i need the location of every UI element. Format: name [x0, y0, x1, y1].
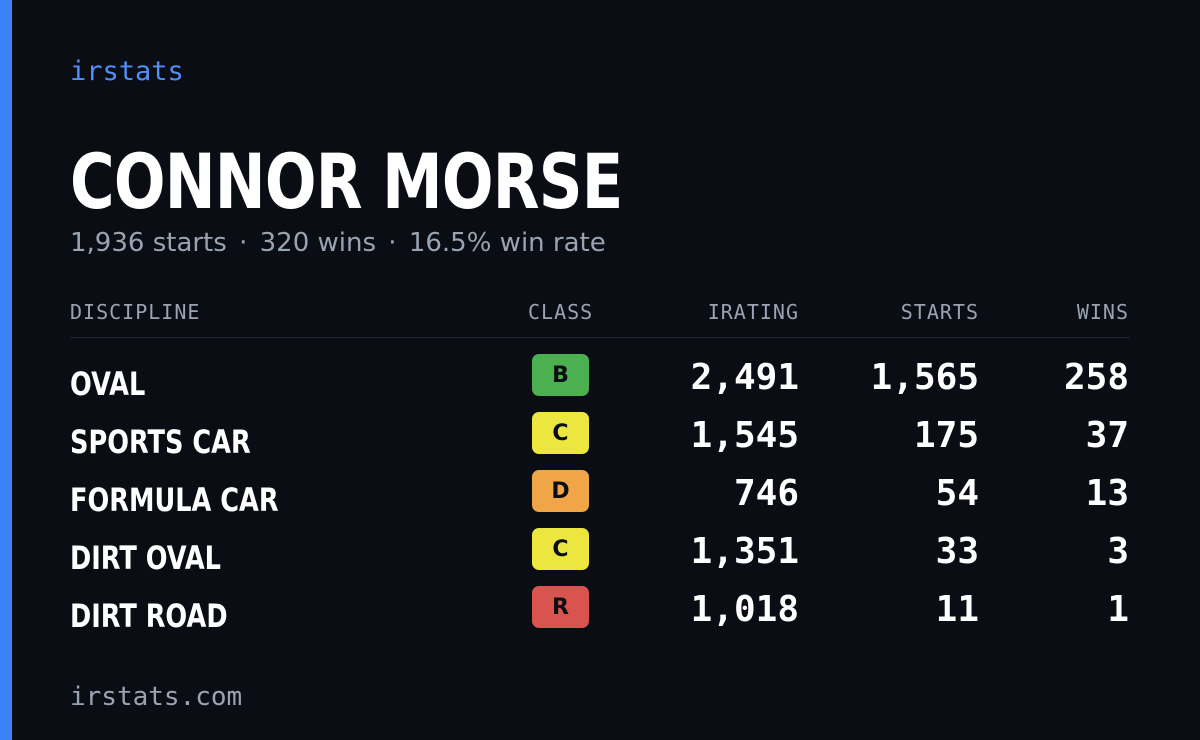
header-irating: IRATING [707, 300, 799, 324]
discipline-table: OVAL B 2,491 1,565 258 SPORTS CAR C 1,54… [70, 354, 1130, 644]
header-wins: WINS [1076, 300, 1129, 324]
player-name: CONNOR MORSE [70, 137, 623, 226]
class-badge: C [532, 412, 589, 454]
summary-separator: · [239, 228, 248, 258]
irating-value: 746 [733, 473, 799, 514]
starts-value: 54 [935, 473, 979, 514]
brand-logo: irstats [70, 56, 184, 87]
header-class: CLASS [528, 300, 594, 324]
wins-value: 258 [1063, 357, 1129, 398]
starts-value: 175 [913, 415, 979, 456]
summary-starts: 1,936 starts [70, 228, 227, 258]
summary-wins: 320 wins [259, 228, 377, 258]
wins-value: 13 [1085, 473, 1129, 514]
starts-value: 11 [935, 589, 979, 630]
stats-summary: 1,936 starts · 320 wins · 16.5% win rate [70, 228, 606, 258]
wins-value: 1 [1107, 589, 1129, 630]
header-divider [70, 337, 1130, 338]
discipline-name: DIRT OVAL [70, 539, 221, 577]
wins-value: 37 [1085, 415, 1129, 456]
irating-value: 1,351 [690, 531, 799, 572]
class-badge: C [532, 528, 589, 570]
class-badge: D [532, 470, 589, 512]
class-badge: B [532, 354, 589, 396]
discipline-name: SPORTS CAR [70, 423, 251, 461]
irating-value: 2,491 [690, 357, 799, 398]
discipline-name: FORMULA CAR [70, 481, 279, 519]
class-badge: R [532, 586, 589, 628]
table-row: OVAL B 2,491 1,565 258 [70, 354, 1130, 412]
summary-win-rate: 16.5% win rate [408, 228, 606, 258]
table-row: DIRT OVAL C 1,351 33 3 [70, 528, 1130, 586]
wins-value: 3 [1107, 531, 1129, 572]
summary-separator: · [388, 228, 397, 258]
discipline-name: OVAL [70, 365, 146, 403]
header-starts: STARTS [900, 300, 979, 324]
starts-value: 33 [935, 531, 979, 572]
table-row: DIRT ROAD R 1,018 11 1 [70, 586, 1130, 644]
irating-value: 1,545 [690, 415, 799, 456]
header-discipline: DISCIPLINE [70, 300, 201, 324]
table-header: DISCIPLINE CLASS IRATING STARTS WINS [70, 300, 1130, 328]
discipline-name: DIRT ROAD [70, 597, 228, 635]
table-row: SPORTS CAR C 1,545 175 37 [70, 412, 1130, 470]
footer-url: irstats.com [70, 682, 243, 712]
accent-bar [0, 0, 12, 740]
starts-value: 1,565 [870, 357, 979, 398]
irating-value: 1,018 [690, 589, 799, 630]
table-row: FORMULA CAR D 746 54 13 [70, 470, 1130, 528]
